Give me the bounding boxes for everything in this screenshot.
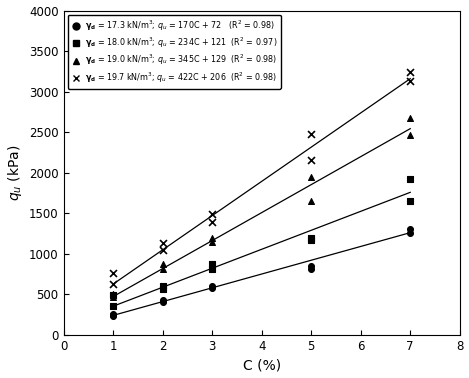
X-axis label: C (%): C (%) — [242, 358, 281, 372]
Y-axis label: $q_u$ (kPa): $q_u$ (kPa) — [6, 145, 23, 201]
Point — [109, 312, 117, 318]
Point — [407, 198, 414, 204]
Point — [109, 311, 117, 317]
Point — [308, 263, 315, 269]
Point — [308, 131, 315, 137]
Point — [407, 176, 414, 182]
Point — [159, 286, 166, 292]
Point — [159, 240, 166, 246]
Point — [109, 292, 117, 298]
Point — [208, 219, 216, 225]
Point — [208, 285, 216, 291]
Point — [308, 198, 315, 204]
Point — [308, 265, 315, 271]
Point — [308, 174, 315, 180]
Point — [109, 294, 117, 300]
Point — [208, 239, 216, 245]
Point — [109, 291, 117, 297]
Legend: $\mathbf{\gamma_d}$ = 17.3 kN/m$^3$; $q_u$ = 170C + 72   (R$^2$ = 0.98), $\mathb: $\mathbf{\gamma_d}$ = 17.3 kN/m$^3$; $q_… — [68, 15, 281, 89]
Point — [407, 78, 414, 84]
Point — [159, 297, 166, 303]
Point — [109, 270, 117, 276]
Point — [159, 247, 166, 253]
Point — [208, 211, 216, 217]
Point — [159, 262, 166, 268]
Point — [407, 69, 414, 75]
Point — [159, 265, 166, 271]
Point — [407, 230, 414, 236]
Point — [407, 115, 414, 121]
Point — [308, 235, 315, 241]
Point — [159, 299, 166, 305]
Point — [109, 313, 117, 319]
Point — [208, 235, 216, 242]
Point — [308, 157, 315, 163]
Point — [109, 281, 117, 287]
Point — [159, 282, 166, 288]
Point — [208, 284, 216, 290]
Point — [208, 262, 216, 268]
Point — [407, 132, 414, 138]
Point — [208, 265, 216, 271]
Point — [407, 226, 414, 232]
Point — [109, 303, 117, 309]
Point — [308, 237, 315, 243]
